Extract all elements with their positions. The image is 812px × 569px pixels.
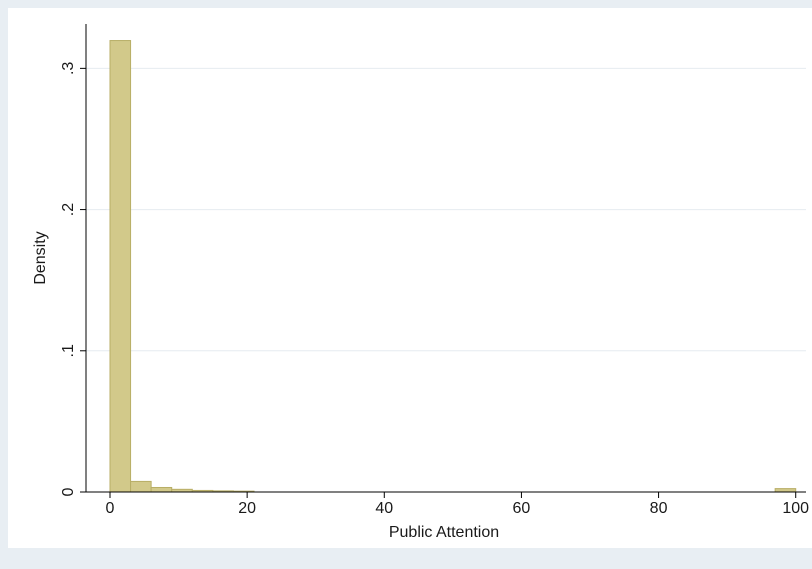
bar-0 (109, 40, 132, 493)
x-tick-label-0: 0 (106, 500, 115, 517)
axes (85, 24, 806, 493)
x-tick-label-4: 80 (650, 500, 668, 517)
bar-7 (774, 488, 797, 493)
x-axis-label: Public Attention (389, 524, 499, 541)
y-ticks: 0 .1 .2 .3 (60, 62, 86, 496)
bar-2 (150, 486, 173, 493)
x-tick-label-2: 40 (375, 500, 393, 517)
x-tick-label-3: 60 (513, 500, 531, 517)
bars (109, 40, 797, 493)
y-axis-label: Density (32, 231, 49, 284)
x-ticks: 0 20 40 60 80 100 (106, 492, 809, 517)
y-tick-label-0: 0 (60, 487, 77, 496)
y-tick-label-3: .3 (60, 62, 77, 75)
y-tick-label-1: .1 (60, 344, 77, 357)
plot-area (8, 8, 812, 548)
x-tick-label-1: 20 (238, 500, 256, 517)
y-tick-label-2: .2 (60, 203, 77, 216)
bar-1 (130, 480, 152, 493)
gridlines (86, 67, 806, 352)
x-tick-label-5: 100 (782, 500, 809, 517)
